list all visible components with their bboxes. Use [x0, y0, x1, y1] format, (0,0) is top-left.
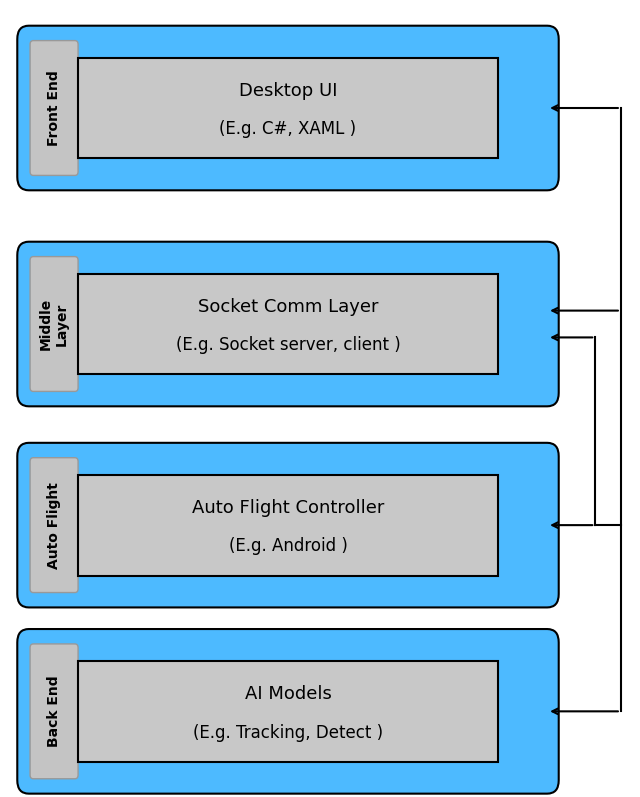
- Text: Auto Flight: Auto Flight: [47, 481, 61, 568]
- FancyBboxPatch shape: [78, 57, 498, 159]
- Text: (E.g. Android ): (E.g. Android ): [228, 537, 348, 556]
- FancyBboxPatch shape: [17, 443, 559, 607]
- Text: Auto Flight Controller: Auto Flight Controller: [192, 499, 384, 516]
- FancyBboxPatch shape: [78, 475, 498, 575]
- FancyBboxPatch shape: [78, 661, 498, 762]
- FancyBboxPatch shape: [78, 273, 498, 375]
- Text: Front End: Front End: [47, 70, 61, 146]
- FancyBboxPatch shape: [30, 41, 78, 175]
- Text: Middle
Layer: Middle Layer: [39, 298, 69, 350]
- FancyBboxPatch shape: [17, 26, 559, 190]
- FancyBboxPatch shape: [30, 457, 78, 592]
- Text: (E.g. Socket server, client ): (E.g. Socket server, client ): [175, 336, 401, 354]
- FancyBboxPatch shape: [17, 629, 559, 794]
- FancyBboxPatch shape: [30, 644, 78, 779]
- FancyBboxPatch shape: [17, 241, 559, 406]
- Text: (E.g. C#, XAML ): (E.g. C#, XAML ): [220, 120, 356, 138]
- Text: AI Models: AI Models: [244, 685, 332, 703]
- Text: Socket Comm Layer: Socket Comm Layer: [198, 297, 378, 316]
- FancyBboxPatch shape: [30, 257, 78, 391]
- Text: Desktop UI: Desktop UI: [239, 81, 337, 100]
- Text: Back End: Back End: [47, 676, 61, 747]
- Text: (E.g. Tracking, Detect ): (E.g. Tracking, Detect ): [193, 724, 383, 741]
